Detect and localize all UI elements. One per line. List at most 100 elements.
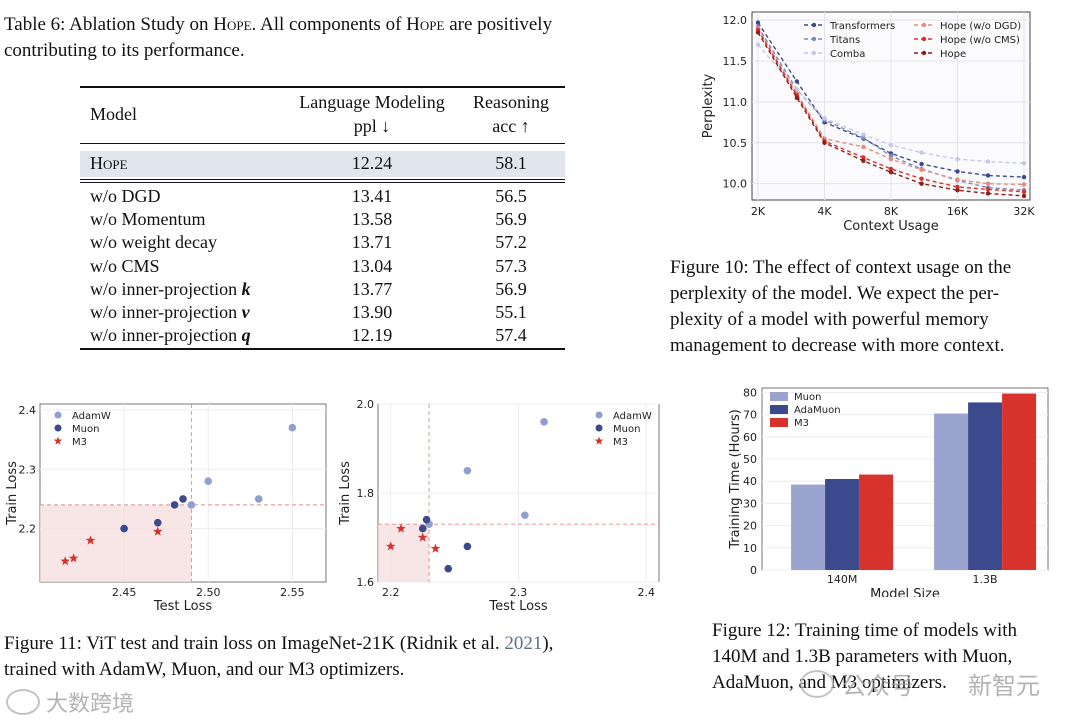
table-row-acc: 57.3 [495,255,527,276]
y-tick-label: 11.0 [723,96,748,109]
data-point [861,158,866,163]
citation-year-link[interactable]: 2021 [504,633,543,654]
table-row-acc: 57.4 [495,325,527,346]
y-tick-label: 20 [743,520,757,533]
table-row-ppl: 13.41 [351,186,393,206]
table-bottom-rule [80,348,565,350]
table6-caption-line2: contributing to its performance. [4,40,245,61]
watermark-right-text-b: 新智元 [968,672,1040,700]
row-model-text: w/o inner-projection [90,278,242,299]
y-tick-label: 1.6 [357,576,375,589]
table6-caption-line1: Table 6: Ablation Study on Hope. All com… [4,12,654,38]
legend-label: AdaMuon [794,405,841,416]
data-point [985,187,991,192]
data-point [794,79,800,84]
data-point [861,135,866,141]
table-row-ppl: 13.71 [351,232,393,253]
figure11-scatter-right: 1.6 1.8 2.0 2.2 2.3 2.4 Test Loss Train Loss Ada… [338,398,660,612]
watermark-right: 公众号 新智元 [800,666,1040,701]
data-point [755,42,761,47]
table-row-acc: 56.5 [495,186,527,206]
y-tick-label: 12.0 [723,14,748,27]
data-point [888,153,894,159]
series-line [757,22,1025,178]
hope-row-ppl: 12.24 [351,153,393,173]
data-point [170,501,179,509]
data-point [861,155,866,160]
data-point [985,191,991,196]
data-point [422,515,431,524]
legend-swatch [770,418,788,427]
legend-swatch [770,405,788,414]
data-point [254,495,263,503]
data-point [919,161,924,167]
figure11-scatter-left: 2.2 2.3 2.4 2.45 2.50 2.55 Test Loss Train Loss… [5,403,327,612]
data-point [418,524,427,533]
row-model-variable: v [241,302,250,322]
data-point [179,495,187,503]
legend-marker [595,411,603,419]
series-line [757,29,1025,193]
bar [968,402,1003,570]
row-model-variable: q [241,325,251,346]
data-point [463,542,472,551]
legend-label: Muon [613,424,640,435]
legend-marker [54,424,62,432]
x-tick-label: 16K [947,205,969,218]
caption-text: . All components of [251,14,407,35]
legend-marker [921,50,927,56]
y-tick-label: 2.4 [19,404,37,417]
data-point [463,466,472,475]
data-point [861,144,866,150]
x-axis-label: Context Usage [843,219,939,234]
data-point [1021,174,1027,180]
legend-label: Hope (w/o DGD) [940,21,1021,32]
x-tick-label: 2K [751,205,766,218]
header-reasoning-line1: Reasoning [473,92,549,112]
data-point [187,501,196,509]
data-point-star [60,556,70,566]
table-header-rule [80,143,565,144]
data-point [919,176,924,181]
legend-label: Muon [72,424,99,435]
y-tick-label: 80 [743,386,757,399]
data-point [444,564,453,573]
legend-label: Transformers [829,21,895,32]
data-point [755,30,761,35]
legend-label: M3 [794,418,809,429]
data-point [120,524,128,533]
header-lm-line1: Language Modeling [299,92,445,112]
data-point [888,156,894,162]
x-axis-label: Test Loss [488,599,547,612]
data-point [204,477,213,485]
legend-label: Hope (w/o CMS) [940,35,1020,46]
table-row-acc: 56.9 [495,209,527,230]
y-tick-label: 0 [750,564,757,577]
x-tick-label: 8K [884,205,899,218]
y-tick-label: 10.5 [723,137,748,150]
table-row-model: w/o inner-projection q [90,325,251,346]
legend-marker [811,50,817,56]
figure10-caption-line: plexity of a model with powerful memory [670,309,989,330]
data-point [822,116,827,121]
data-point-star [85,535,96,545]
data-point [985,159,991,164]
legend-marker [594,436,604,445]
table-top-rule [80,86,565,88]
caption-text: Table 6: Ablation Study on [4,14,214,35]
table-row-model: w/o DGD [90,186,161,207]
x-tick-label: 4K [817,205,832,218]
data-point [955,156,960,162]
data-point [1021,189,1027,195]
data-point-star [153,526,163,536]
legend-label: M3 [613,437,628,448]
bar [859,474,894,570]
caption-hope: Hope [406,14,445,35]
legend-marker [53,436,63,445]
figure12-caption-line: 140M and 1.3B parameters with Muon, [712,646,1013,667]
x-tick-label: 2.55 [280,586,305,599]
series-line [757,32,1025,197]
legend-marker [921,36,927,42]
data-point-star [386,541,396,551]
y-tick-label: 2.0 [357,398,375,411]
